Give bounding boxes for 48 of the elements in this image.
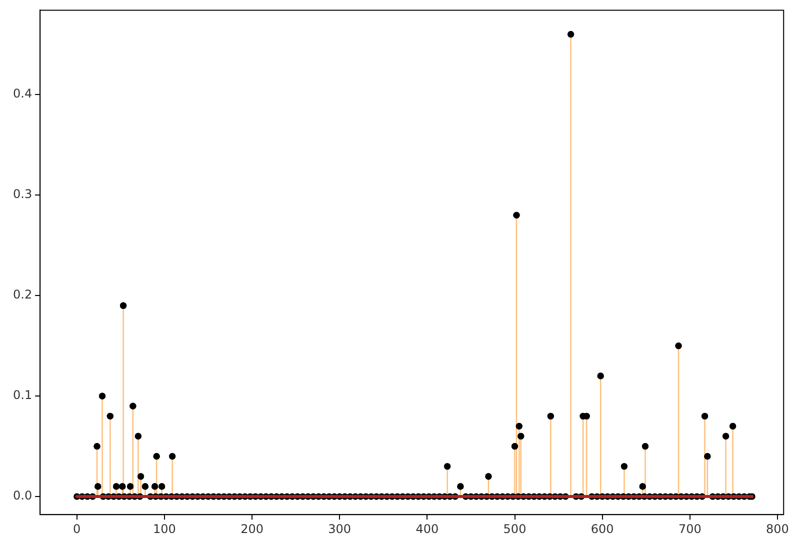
point <box>142 483 148 490</box>
point <box>98 392 106 400</box>
point <box>120 302 127 309</box>
point <box>106 412 114 420</box>
point <box>152 483 158 490</box>
point <box>457 483 464 490</box>
point <box>639 483 646 490</box>
point <box>513 212 520 218</box>
point <box>94 483 102 490</box>
point <box>130 402 136 410</box>
x-tick-label: 700 <box>678 522 702 536</box>
x-tick-label: 600 <box>590 522 614 536</box>
point <box>597 372 604 380</box>
x-tick-label: 0 <box>73 522 81 536</box>
point <box>485 473 492 480</box>
y-tick-label: 0.2 <box>12 288 32 302</box>
point <box>112 483 120 490</box>
point <box>730 422 736 430</box>
y-tick-label: 0.4 <box>12 86 32 101</box>
point <box>675 342 682 350</box>
point <box>134 432 142 440</box>
point <box>701 412 708 420</box>
point <box>642 442 649 450</box>
x-tick-label: 300 <box>328 522 352 536</box>
x-tick-label: 800 <box>766 522 789 536</box>
x-tick-label: 200 <box>240 522 264 536</box>
point <box>547 412 554 420</box>
point <box>568 31 574 38</box>
y-tick-label: 0.0 <box>12 488 32 503</box>
point <box>126 483 134 490</box>
x-tick-label: 400 <box>416 522 439 536</box>
point <box>158 483 166 490</box>
point <box>444 463 451 470</box>
point <box>518 432 524 440</box>
point <box>620 463 628 470</box>
point <box>516 422 522 430</box>
point <box>511 442 518 450</box>
point <box>153 453 160 460</box>
y-tick-label: 0.1 <box>12 388 32 402</box>
x-tick-label: 500 <box>503 522 526 536</box>
x-tick-label: 100 <box>152 522 176 536</box>
point <box>138 473 144 480</box>
point <box>722 432 730 440</box>
y-tick-label: 0.3 <box>12 187 32 202</box>
point <box>704 453 711 460</box>
point <box>94 442 100 450</box>
point <box>169 453 176 460</box>
point <box>119 483 126 490</box>
